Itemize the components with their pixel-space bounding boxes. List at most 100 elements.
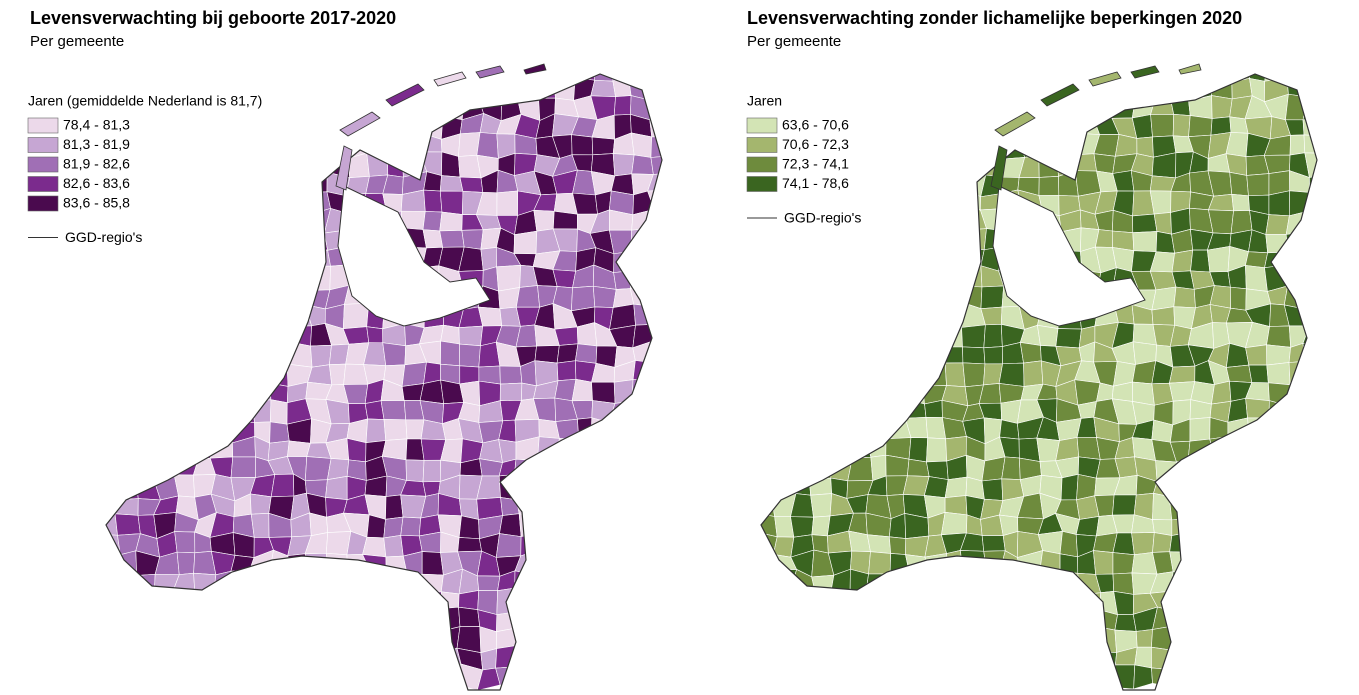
municipality bbox=[651, 475, 670, 500]
municipality bbox=[216, 400, 232, 423]
municipality bbox=[792, 475, 811, 495]
municipality bbox=[192, 115, 218, 137]
municipality bbox=[137, 341, 157, 366]
municipality bbox=[649, 569, 672, 596]
municipality bbox=[960, 629, 987, 645]
municipality bbox=[288, 135, 313, 156]
municipality bbox=[1228, 437, 1250, 460]
municipality bbox=[905, 56, 928, 82]
municipality bbox=[402, 607, 425, 632]
municipality bbox=[1189, 116, 1213, 137]
municipality bbox=[828, 380, 850, 405]
municipality bbox=[609, 593, 636, 615]
municipality bbox=[115, 419, 141, 442]
municipality bbox=[829, 420, 851, 442]
municipality bbox=[771, 360, 794, 386]
municipality bbox=[593, 533, 614, 554]
municipality bbox=[1207, 57, 1231, 83]
municipality bbox=[795, 286, 816, 310]
municipality bbox=[309, 667, 327, 691]
municipality bbox=[1114, 591, 1134, 614]
municipality bbox=[1209, 648, 1234, 669]
municipality bbox=[138, 191, 159, 212]
municipality bbox=[268, 246, 291, 272]
municipality bbox=[943, 115, 968, 137]
municipality bbox=[252, 626, 272, 649]
municipality bbox=[613, 154, 634, 176]
municipality bbox=[967, 100, 982, 120]
municipality bbox=[1249, 665, 1270, 686]
municipality bbox=[986, 629, 1003, 652]
municipality bbox=[1002, 457, 1021, 480]
municipality bbox=[253, 191, 272, 212]
municipality bbox=[905, 249, 926, 271]
municipality bbox=[1302, 458, 1324, 478]
municipality bbox=[1288, 438, 1309, 462]
municipality bbox=[424, 190, 442, 212]
municipality bbox=[420, 607, 443, 632]
municipality bbox=[286, 57, 311, 79]
municipality bbox=[650, 100, 670, 120]
municipality bbox=[139, 629, 156, 652]
municipality bbox=[137, 652, 157, 668]
municipality bbox=[515, 459, 540, 477]
municipality bbox=[982, 479, 1003, 501]
municipality bbox=[868, 266, 892, 291]
municipalities bbox=[96, 56, 674, 691]
municipality bbox=[944, 210, 966, 231]
municipality bbox=[813, 383, 830, 405]
municipality bbox=[943, 156, 963, 173]
municipality bbox=[905, 81, 928, 101]
municipality bbox=[752, 512, 778, 536]
municipality bbox=[983, 667, 1004, 687]
municipality bbox=[364, 632, 387, 648]
municipality bbox=[115, 628, 140, 652]
municipality bbox=[592, 382, 616, 403]
municipality bbox=[141, 440, 161, 462]
municipality bbox=[420, 380, 444, 404]
municipality bbox=[961, 607, 987, 632]
municipality bbox=[1305, 591, 1322, 614]
municipality bbox=[101, 361, 120, 383]
municipality bbox=[776, 305, 797, 325]
municipality bbox=[904, 285, 926, 308]
municipality bbox=[174, 362, 193, 386]
municipality bbox=[574, 456, 598, 481]
municipality bbox=[590, 475, 616, 499]
municipality bbox=[249, 592, 270, 615]
municipality bbox=[848, 610, 873, 630]
municipality bbox=[553, 552, 576, 574]
municipality bbox=[386, 575, 407, 596]
municipality bbox=[1250, 555, 1270, 575]
municipality bbox=[1269, 191, 1290, 216]
municipality bbox=[101, 348, 119, 364]
municipality bbox=[193, 348, 217, 364]
municipality bbox=[533, 671, 560, 686]
municipality bbox=[944, 667, 967, 689]
municipality bbox=[928, 101, 944, 118]
municipality bbox=[1308, 571, 1323, 593]
municipality bbox=[647, 56, 672, 79]
municipality bbox=[1151, 114, 1174, 137]
municipality bbox=[851, 324, 873, 344]
municipality bbox=[809, 81, 832, 99]
municipality bbox=[943, 631, 961, 651]
municipality bbox=[1192, 532, 1211, 554]
municipality bbox=[1152, 493, 1171, 520]
municipality bbox=[553, 211, 577, 229]
municipality bbox=[1136, 630, 1152, 648]
municipality bbox=[947, 570, 962, 594]
municipality bbox=[310, 78, 327, 100]
municipality bbox=[287, 669, 313, 691]
municipality bbox=[288, 190, 310, 215]
municipality bbox=[813, 398, 830, 424]
municipality bbox=[1019, 438, 1040, 462]
municipality bbox=[230, 230, 251, 253]
municipality bbox=[248, 270, 273, 291]
municipality bbox=[1055, 629, 1077, 649]
municipality bbox=[384, 419, 407, 440]
municipality bbox=[326, 553, 347, 576]
municipality bbox=[101, 647, 118, 666]
municipality bbox=[943, 133, 964, 158]
municipality bbox=[866, 418, 886, 439]
